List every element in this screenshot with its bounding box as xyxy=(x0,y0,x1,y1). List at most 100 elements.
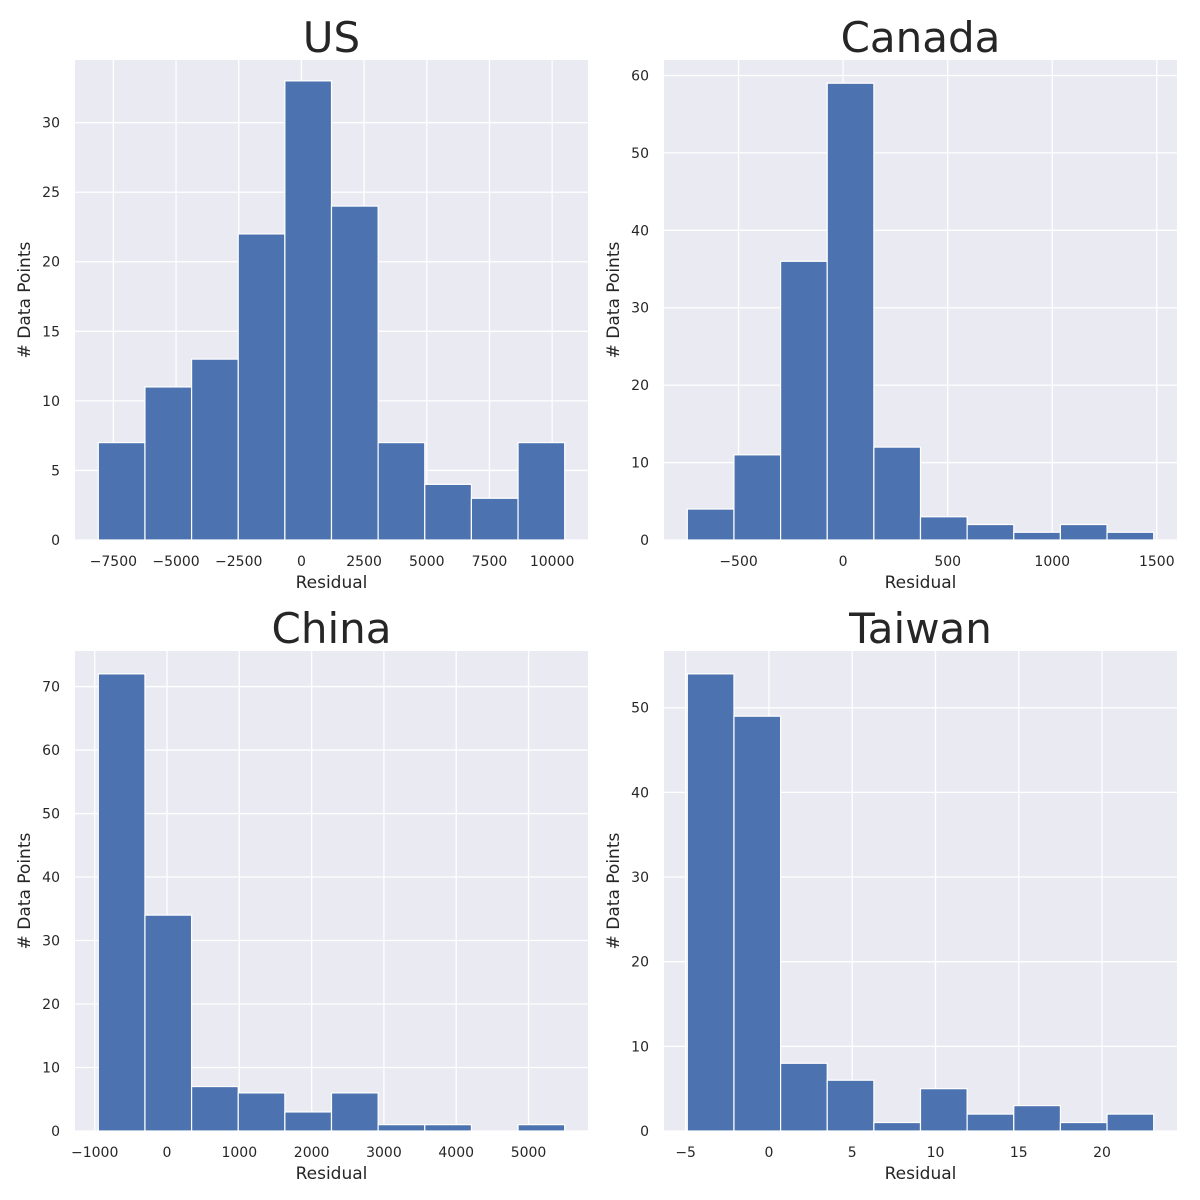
canada-y-tick-label: 40 xyxy=(631,223,649,239)
taiwan-histogram-panel: −5 0 5 10 15 20 0 10 20 30 40 50 Residual # Data Poin… xyxy=(604,604,1177,1184)
us-y-tick-label: 5 xyxy=(51,463,60,479)
china-y-tick-label: 30 xyxy=(42,934,60,950)
canada-bar-5 xyxy=(873,446,922,541)
us-x-tick-label: −2500 xyxy=(215,554,262,570)
taiwan-bar-1 xyxy=(686,673,735,1132)
canada-x-tick-label: 1500 xyxy=(1139,554,1175,570)
canada-x-tick-label: 0 xyxy=(839,554,848,570)
canada-chart-title: Canada xyxy=(841,13,1001,62)
us-chart-title: US xyxy=(303,13,360,62)
us-bar-9 xyxy=(470,497,519,541)
us-y-tick-label: 30 xyxy=(42,116,60,132)
china-bar-1 xyxy=(97,673,146,1132)
canada-y-tick-label: 50 xyxy=(631,146,649,162)
canada-bar-2 xyxy=(733,454,782,541)
taiwan-y-tick-label: 30 xyxy=(631,870,649,886)
china-x-tick-label: 5000 xyxy=(511,1145,547,1161)
us-y-tick-label: 20 xyxy=(42,255,60,271)
canada-y-tick-label: 10 xyxy=(631,456,649,472)
canada-bar-1 xyxy=(686,508,735,541)
taiwan-y-tick-label: 40 xyxy=(631,785,649,801)
taiwan-bar-9 xyxy=(1059,1121,1108,1132)
canada-bar-7 xyxy=(966,523,1015,541)
us-bar-2 xyxy=(144,386,193,541)
us-bar-7 xyxy=(377,442,426,541)
us-x-tick-label: −5000 xyxy=(152,554,199,570)
china-bar-5 xyxy=(284,1111,333,1132)
taiwan-y-tick-label: 10 xyxy=(631,1039,649,1055)
china-x-axis-label: Residual xyxy=(296,1164,368,1184)
china-y-tick-label: 40 xyxy=(42,870,60,886)
taiwan-bar-5 xyxy=(873,1121,922,1132)
china-chart-title: China xyxy=(272,604,392,653)
china-bar-6 xyxy=(330,1092,379,1132)
taiwan-bar-7 xyxy=(966,1113,1015,1132)
china-y-tick-label: 20 xyxy=(42,997,60,1013)
china-bar-2 xyxy=(144,914,193,1132)
china-x-tick-label: 3000 xyxy=(366,1145,402,1161)
canada-bar-6 xyxy=(919,516,968,541)
china-bar-3 xyxy=(190,1085,239,1132)
china-x-tick-label: 1000 xyxy=(221,1145,257,1161)
taiwan-bar-6 xyxy=(919,1088,968,1132)
taiwan-y-tick-label: 20 xyxy=(631,955,649,971)
us-histogram-panel: −7500 −5000 −2500 0 2500 5000 7500 10000 0 5 10 15 2… xyxy=(15,13,588,593)
china-y-tick-label: 70 xyxy=(42,680,60,696)
china-bar-7 xyxy=(377,1124,426,1132)
canada-bar-10 xyxy=(1106,531,1155,541)
taiwan-bar-10 xyxy=(1106,1113,1155,1132)
china-bar-4 xyxy=(237,1092,286,1132)
taiwan-x-tick-label: 0 xyxy=(764,1145,773,1161)
us-x-tick-label: 0 xyxy=(297,554,306,570)
china-bar-10 xyxy=(517,1124,566,1132)
canada-bar-8 xyxy=(1013,531,1062,541)
us-y-tick-label: 10 xyxy=(42,394,60,410)
us-bar-10 xyxy=(517,442,566,541)
taiwan-bar-3 xyxy=(779,1062,828,1132)
canada-x-tick-label: 1000 xyxy=(1034,554,1070,570)
us-x-tick-label: 5000 xyxy=(409,554,445,570)
taiwan-x-tick-label: 10 xyxy=(927,1145,945,1161)
us-y-tick-label: 25 xyxy=(42,185,60,201)
us-bar-4 xyxy=(237,233,286,541)
canada-bar-3 xyxy=(779,260,828,541)
china-y-tick-label: 50 xyxy=(42,807,60,823)
canada-y-axis-label: # Data Points xyxy=(604,242,624,359)
china-histogram-panel: −1000 0 1000 2000 3000 4000 5000 0 10 20 30 40 50 60 7… xyxy=(15,604,588,1184)
us-y-axis-label: # Data Points xyxy=(15,242,35,359)
taiwan-x-tick-label: 5 xyxy=(848,1145,857,1161)
taiwan-bar-2 xyxy=(733,715,782,1132)
taiwan-x-axis-label: Residual xyxy=(885,1164,957,1184)
china-x-tick-label: 2000 xyxy=(294,1145,330,1161)
canada-x-tick-label: 500 xyxy=(934,554,961,570)
canada-y-tick-label: 60 xyxy=(631,68,649,84)
canada-y-tick-label: 30 xyxy=(631,301,649,317)
canada-y-tick-label: 20 xyxy=(631,378,649,394)
us-x-tick-label: 2500 xyxy=(346,554,382,570)
us-x-tick-label: 7500 xyxy=(472,554,508,570)
china-x-tick-label: −1000 xyxy=(71,1145,118,1161)
us-bar-3 xyxy=(190,358,239,541)
taiwan-bar-8 xyxy=(1013,1105,1062,1132)
taiwan-bar-4 xyxy=(826,1079,875,1132)
taiwan-chart-title: Taiwan xyxy=(848,604,992,653)
us-bar-8 xyxy=(424,483,473,541)
us-x-tick-label: −7500 xyxy=(90,554,137,570)
us-y-tick-label: 15 xyxy=(42,324,60,340)
china-x-tick-label: 4000 xyxy=(438,1145,474,1161)
us-bar-1 xyxy=(97,442,146,541)
us-y-tick-label: 0 xyxy=(51,533,60,549)
canada-y-tick-label: 0 xyxy=(640,533,649,549)
taiwan-y-tick-label: 0 xyxy=(640,1124,649,1140)
canada-x-tick-label: −500 xyxy=(719,554,757,570)
taiwan-y-axis-label: # Data Points xyxy=(604,833,624,950)
china-y-tick-label: 0 xyxy=(51,1124,60,1140)
us-bar-6 xyxy=(330,205,379,541)
us-bar-5 xyxy=(284,80,333,541)
china-x-tick-label: 0 xyxy=(163,1145,172,1161)
china-y-axis-label: # Data Points xyxy=(15,833,35,950)
taiwan-y-tick-label: 50 xyxy=(631,701,649,717)
canada-x-axis-label: Residual xyxy=(885,573,957,593)
us-x-tick-label: 10000 xyxy=(530,554,575,570)
